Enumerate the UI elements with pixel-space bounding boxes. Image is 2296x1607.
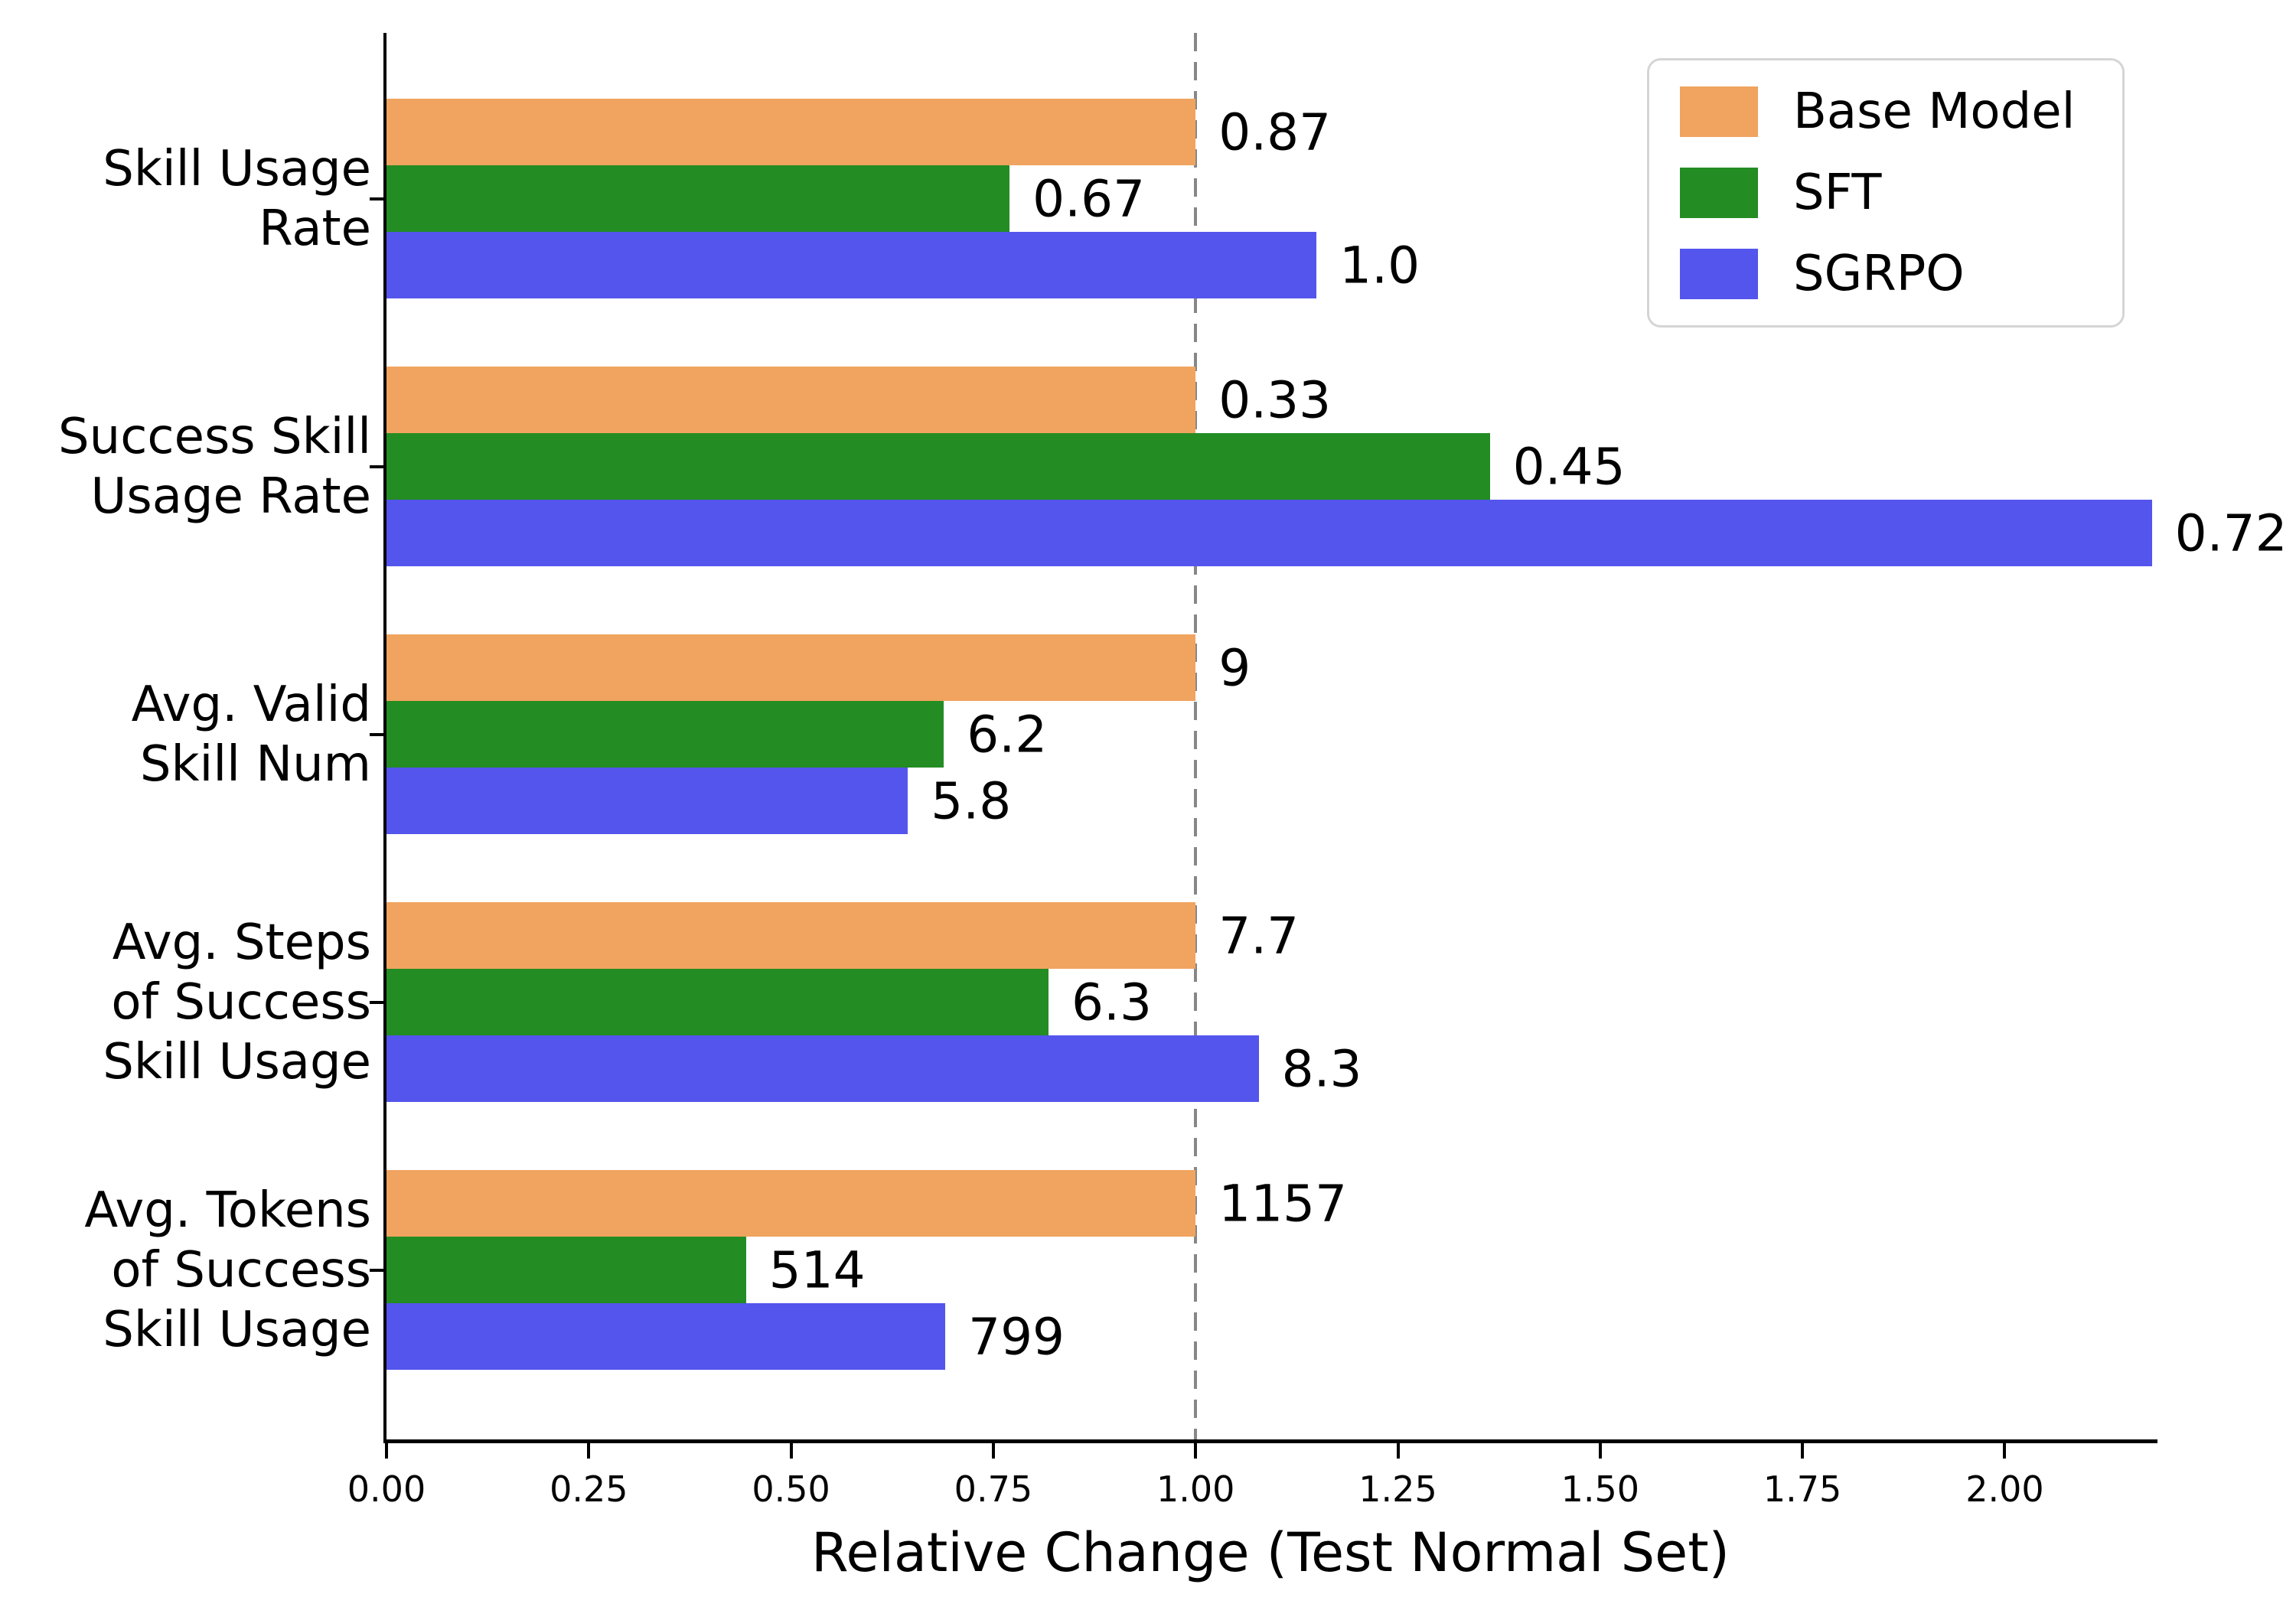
x-axis-tick [587, 1443, 591, 1459]
x-axis-tick-label: 1.25 [1358, 1468, 1437, 1510]
bar-value-label: 1157 [1218, 1174, 1348, 1233]
bar-value-label: 6.3 [1071, 973, 1152, 1032]
bar-base-model [386, 99, 1196, 165]
bar-value-label: 1.0 [1339, 236, 1420, 295]
x-axis-tick [1801, 1443, 1805, 1459]
y-axis-category-label: Avg. Tokens of Success Skill Usage [84, 1182, 371, 1358]
bar-sft [386, 969, 1049, 1035]
bar-base-model [386, 367, 1196, 433]
bar-sgrpo [386, 232, 1317, 298]
bar-sft [386, 701, 944, 768]
bar-base-model [386, 902, 1196, 969]
x-axis-title: Relative Change (Test Normal Set) [811, 1521, 1730, 1584]
y-axis-category-label: Skill Usage Rate [103, 140, 371, 257]
reference-line-1x [1194, 33, 1198, 1439]
y-axis-tick [370, 1000, 386, 1004]
x-axis-tick [789, 1443, 793, 1459]
x-axis-tick [2003, 1443, 2007, 1459]
legend-swatch-base-model [1680, 86, 1758, 137]
x-axis-tick-label: 1.75 [1763, 1468, 1842, 1510]
x-axis-tick [1396, 1443, 1400, 1459]
bar-value-label: 8.3 [1281, 1039, 1362, 1098]
bar-sgrpo [386, 1035, 1259, 1102]
legend-item: SFT [1680, 165, 2092, 221]
bar-value-label: 0.67 [1032, 169, 1146, 228]
y-axis-tick [370, 732, 386, 736]
legend-label: SFT [1793, 165, 1882, 221]
x-axis-tick-label: 0.50 [752, 1468, 830, 1510]
x-axis-tick-label: 1.50 [1561, 1468, 1640, 1510]
bar-value-label: 514 [768, 1240, 866, 1299]
x-axis-spine [383, 1439, 2157, 1443]
bar-value-label: 0.45 [1512, 437, 1626, 496]
x-axis-tick [1598, 1443, 1602, 1459]
x-axis-tick-label: 0.25 [550, 1468, 628, 1510]
y-axis-tick [370, 1268, 386, 1272]
legend: Base Model SFT SGRPO [1647, 58, 2125, 328]
x-axis-tick-label: 0.00 [347, 1468, 426, 1510]
bar-sgrpo [386, 1303, 946, 1370]
y-axis-category-label: Success Skill Usage Rate [58, 408, 371, 525]
bar-sgrpo [386, 768, 908, 834]
y-axis-spine [383, 33, 386, 1443]
y-axis-tick [370, 197, 386, 200]
bar-sgrpo [386, 500, 2152, 566]
legend-label: SGRPO [1793, 246, 1965, 302]
y-axis-category-label: Avg. Valid Skill Num [131, 676, 371, 793]
bar-sft [386, 433, 1490, 500]
bar-value-label: 6.2 [967, 705, 1048, 764]
bar-base-model [386, 1170, 1196, 1237]
x-axis-tick-label: 0.75 [954, 1468, 1033, 1510]
y-axis-category-label: Avg. Steps of Success Skill Usage [103, 914, 371, 1090]
bar-value-label: 9 [1218, 638, 1251, 697]
legend-swatch-sgrpo [1680, 249, 1758, 299]
y-axis-tick [370, 464, 386, 468]
x-axis-tick-label: 2.00 [1965, 1468, 2044, 1510]
bar-value-label: 0.72 [2174, 504, 2288, 562]
x-axis-tick-label: 1.00 [1156, 1468, 1235, 1510]
x-axis-tick [991, 1443, 995, 1459]
bar-sft [386, 165, 1010, 232]
bar-value-label: 799 [968, 1307, 1065, 1366]
bar-value-label: 0.87 [1218, 103, 1332, 161]
bar-value-label: 0.33 [1218, 370, 1332, 429]
legend-item: Base Model [1680, 83, 2092, 140]
bar-base-model [386, 634, 1196, 701]
x-axis-tick [385, 1443, 388, 1459]
legend-item: SGRPO [1680, 246, 2092, 302]
legend-swatch-sft [1680, 168, 1758, 218]
bar-value-label: 7.7 [1218, 906, 1300, 965]
bar-value-label: 5.8 [931, 771, 1012, 830]
x-axis-tick [1194, 1443, 1198, 1459]
bar-sft [386, 1237, 746, 1303]
legend-label: Base Model [1793, 83, 2076, 140]
